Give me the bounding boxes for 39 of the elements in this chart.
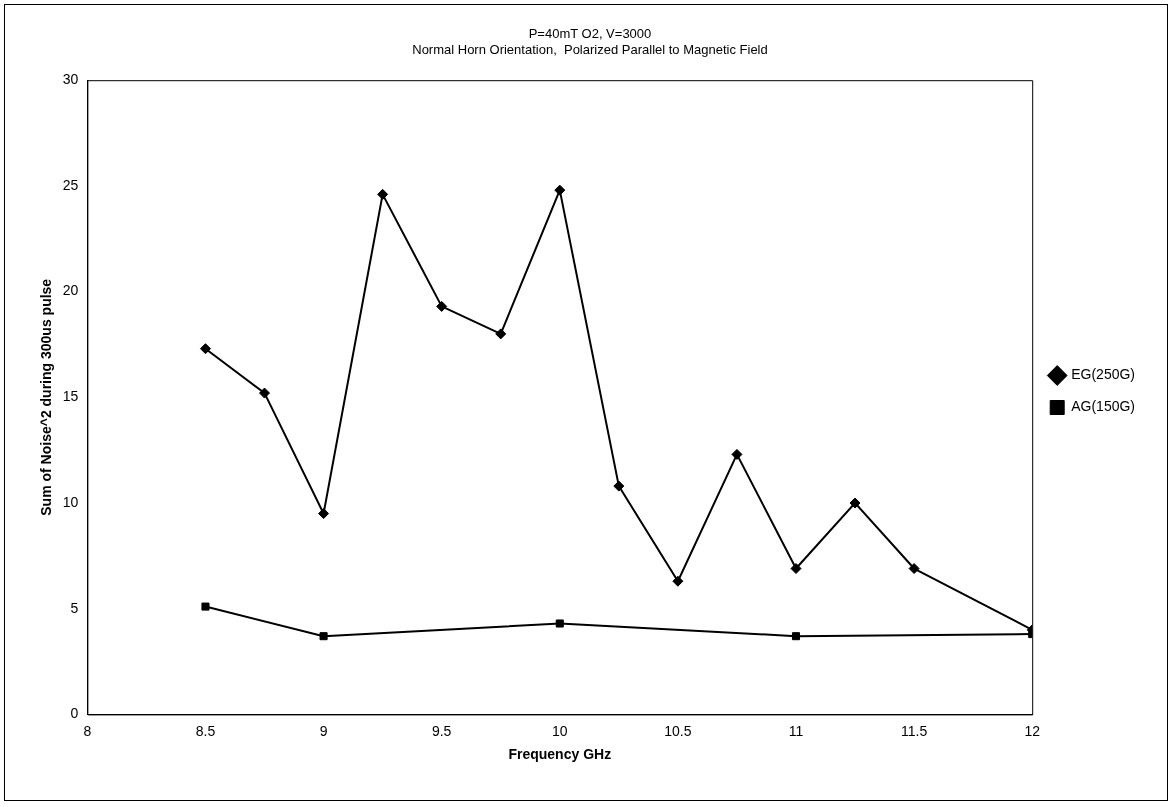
x-tick-label: 11.5: [900, 722, 928, 739]
point: [731, 448, 743, 460]
legend-label: AG(150G): [1071, 398, 1136, 415]
y-tick-label: 25: [62, 176, 79, 193]
x-tick-label: 8.5: [195, 722, 216, 739]
point: [790, 563, 802, 575]
point: [201, 602, 210, 611]
point: [555, 619, 564, 628]
point: [259, 387, 271, 399]
point: [318, 508, 330, 520]
x-tick-label: 11: [788, 722, 804, 739]
point: [849, 497, 861, 509]
point: [377, 188, 389, 200]
y-tick-label: 5: [70, 599, 79, 616]
x-tick-label: 10: [552, 722, 568, 739]
chart-title: P=40mT O2, V=3000: [528, 26, 652, 42]
point: [791, 632, 801, 641]
point: [672, 575, 684, 587]
legend-label: EG(250G): [1071, 366, 1136, 383]
y-tick-label: 30: [62, 71, 79, 88]
x-axis-title: Frequency GHz: [508, 746, 612, 763]
x-tick-label: 12: [1024, 722, 1041, 739]
point: [495, 328, 507, 340]
point: [199, 343, 211, 355]
point: [613, 480, 625, 492]
y-tick-label: 0: [70, 705, 79, 722]
x-tick-label: 8: [83, 722, 92, 739]
point: [554, 184, 566, 196]
x-tick-label: 10.5: [664, 722, 692, 739]
point: [436, 300, 448, 312]
x-tick-label: 9: [319, 722, 328, 739]
point: [319, 632, 328, 641]
y-axis-title: Sum of Noise^2 during 300us pulse: [38, 278, 55, 516]
chart-subtitle: Normal Horn Orientation, Polarized Parallel to Magnetic Field: [412, 41, 768, 57]
y-tick-label: 15: [62, 388, 79, 405]
point: [908, 563, 920, 575]
y-tick-label: 10: [62, 493, 79, 510]
y-tick-label: 20: [62, 282, 79, 299]
x-tick-label: 9.5: [431, 722, 452, 739]
